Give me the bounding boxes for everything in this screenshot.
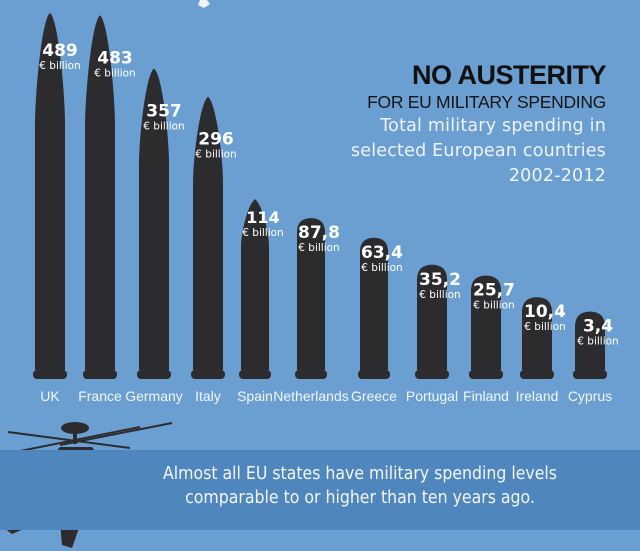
caption-line-2: comparable to or higher than ten years a…	[185, 488, 535, 508]
category-label: Netherlands	[273, 388, 349, 404]
category-label: Germany	[125, 388, 183, 404]
unit-label: € billion	[39, 60, 80, 72]
bullet-rim	[191, 370, 225, 379]
category-labels: UK France Germany Italy Spain Netherlands Gree…	[40, 388, 612, 404]
value-label: 483	[97, 48, 133, 68]
bullet-uk	[35, 13, 65, 370]
bullet-germany	[139, 68, 169, 371]
unit-label: € billion	[473, 300, 514, 312]
value-label: 357	[146, 101, 182, 121]
description-line-3: 2002-2012	[508, 166, 606, 186]
value-label: 10,4	[524, 302, 566, 322]
unit-label: € billion	[195, 149, 236, 161]
description-line-1: Total military spending in	[380, 116, 606, 136]
category-label: Cyprus	[568, 388, 612, 404]
value-label: 25,7	[473, 281, 515, 301]
bullet-rim	[358, 370, 390, 379]
unit-label: € billion	[419, 289, 460, 301]
category-label: Finland	[463, 388, 509, 404]
value-label: 3,4	[583, 317, 613, 337]
unit-label: € billion	[524, 321, 565, 333]
bullet-italy	[193, 96, 223, 370]
bullet-rim	[83, 370, 117, 379]
bullet-netherlands	[297, 218, 325, 370]
title-block: NO AUSTERITY FOR EU MILITARY SPENDING To…	[350, 60, 607, 189]
category-label: Ireland	[516, 388, 559, 404]
unit-label: € billion	[242, 227, 283, 239]
bullet-rim	[137, 370, 171, 379]
bullet-rim	[469, 370, 503, 379]
value-label: 114	[246, 208, 279, 227]
unit-label: € billion	[361, 262, 402, 274]
bullet-ireland	[522, 297, 552, 370]
bullet-rim	[295, 370, 327, 379]
description-line-2: selected European countries	[350, 141, 606, 161]
category-label: Portugal	[406, 388, 458, 404]
unit-label: € billion	[298, 242, 339, 254]
caption-band	[0, 450, 640, 530]
category-label: UK	[40, 388, 60, 404]
bullet-cyprus	[575, 311, 605, 370]
value-label: 63,4	[361, 243, 403, 263]
unit-label: € billion	[94, 67, 135, 79]
category-label: Italy	[195, 388, 221, 404]
decorative-splash-icon	[198, 0, 210, 8]
headline: NO AUSTERITY	[411, 60, 607, 90]
bullet-rim	[573, 370, 607, 379]
value-label: 296	[198, 130, 234, 150]
bullet-france	[85, 15, 115, 370]
bullet-greece	[360, 237, 388, 370]
value-label: 87,8	[298, 223, 340, 243]
value-label: 35,2	[419, 270, 461, 290]
subheadline: FOR EU MILITARY SPENDING	[367, 92, 606, 112]
caption: Almost all EU states have military spend…	[130, 462, 590, 510]
bullet-spain	[241, 199, 269, 370]
value-label: 489	[42, 41, 78, 61]
bullet-rim	[33, 370, 67, 379]
category-label: France	[78, 388, 122, 404]
unit-label: € billion	[143, 120, 184, 132]
category-label: Greece	[351, 388, 397, 404]
category-label: Spain	[237, 388, 273, 404]
unit-label: € billion	[577, 336, 618, 348]
bullet-finland	[471, 275, 501, 370]
bullet-rim	[415, 370, 449, 379]
bullet-rim	[239, 370, 271, 379]
bullet-rim	[520, 370, 554, 379]
bullet-portugal	[417, 264, 447, 370]
caption-line-1: Almost all EU states have military spend…	[163, 464, 557, 484]
bullets-group	[33, 13, 607, 379]
